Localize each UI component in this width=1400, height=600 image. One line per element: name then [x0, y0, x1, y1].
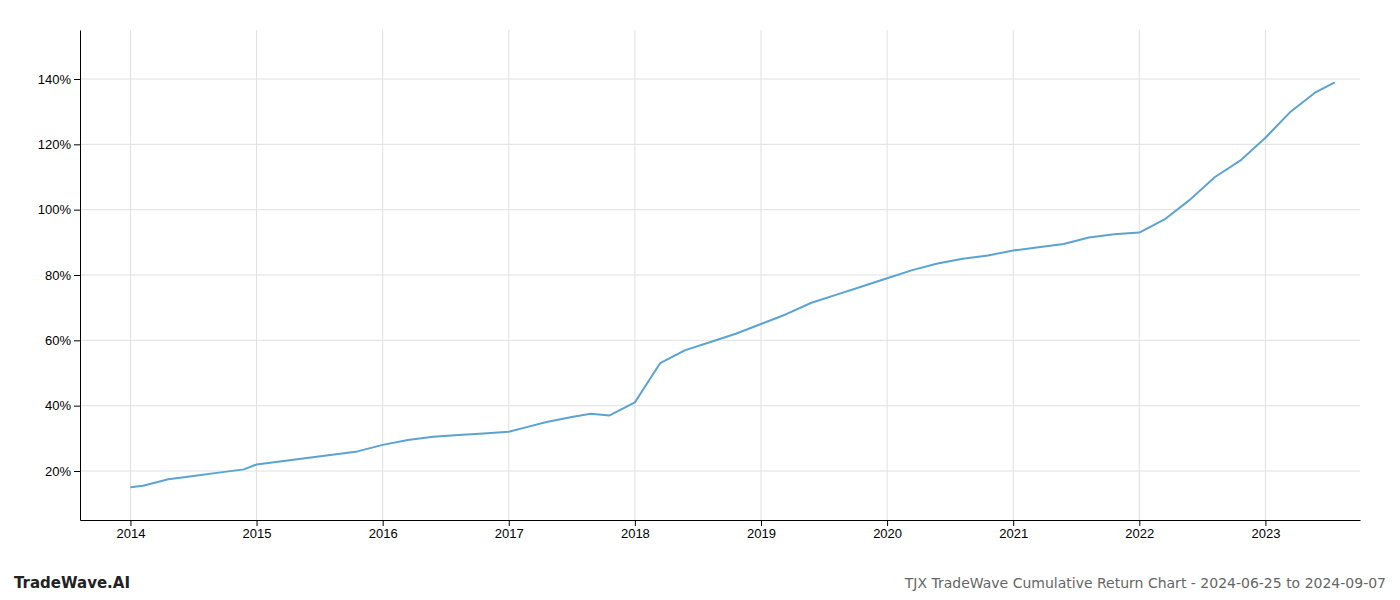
- x-tick-mark: [1013, 520, 1014, 526]
- x-tick-label: 2015: [243, 526, 272, 541]
- x-axis-line: [81, 520, 1361, 521]
- x-tick-mark: [130, 520, 131, 526]
- x-tick-label: 2017: [495, 526, 524, 541]
- y-tick: 20%: [45, 464, 80, 479]
- y-tick: 120%: [38, 137, 80, 152]
- watermark: TradeWave.AI: [14, 574, 130, 592]
- grid: [80, 30, 1360, 520]
- x-tick-mark: [761, 520, 762, 526]
- x-tick: 2019: [747, 520, 776, 541]
- x-tick-mark: [1139, 520, 1140, 526]
- x-tick: 2018: [621, 520, 650, 541]
- x-tick-label: 2023: [1251, 526, 1280, 541]
- y-tick-label: 40%: [45, 398, 71, 413]
- y-tick-mark: [74, 79, 80, 80]
- y-tick-mark: [74, 471, 80, 472]
- x-tick-mark: [509, 520, 510, 526]
- y-tick-mark: [74, 406, 80, 407]
- grid-line-y: [80, 144, 1360, 145]
- x-tick: 2014: [116, 520, 145, 541]
- x-tick-label: 2018: [621, 526, 650, 541]
- y-tick-mark: [74, 210, 80, 211]
- y-tick: 100%: [38, 202, 80, 217]
- grid-line-y: [80, 209, 1360, 210]
- x-tick: 2016: [369, 520, 398, 541]
- grid-line-y: [80, 471, 1360, 472]
- y-tick-label: 140%: [38, 72, 72, 87]
- x-axis: 2014 2015 2016 2017 2018 2019 2020 2021 2022 2023: [81, 520, 1361, 541]
- x-tick-mark: [635, 520, 636, 526]
- title: TJX TradeWave Cumulative Return Chart - …: [904, 575, 1386, 591]
- x-tick: 2023: [1251, 520, 1280, 541]
- x-tick: 2015: [243, 520, 272, 541]
- y-tick-label: 120%: [38, 137, 72, 152]
- x-tick: 2022: [1125, 520, 1154, 541]
- grid-line-y: [80, 275, 1360, 276]
- chart: 2014 2015 2016 2017 2018 2019 2020 2021 2022 2023…: [0, 0, 1400, 600]
- grid-line-y: [80, 79, 1360, 80]
- y-axis: 20% 40% 60% 80% 100% 120% 140%: [38, 31, 81, 521]
- x-tick-mark: [887, 520, 888, 526]
- grid-line-y: [80, 405, 1360, 406]
- x-tick-label: 2022: [1125, 526, 1154, 541]
- grid-line-y: [80, 340, 1360, 341]
- y-tick-mark: [74, 144, 80, 145]
- x-tick-label: 2014: [116, 526, 145, 541]
- y-axis-line: [80, 31, 81, 521]
- y-tick-mark: [74, 275, 80, 276]
- y-tick: 80%: [45, 268, 80, 283]
- y-tick-mark: [74, 340, 80, 341]
- series: [130, 82, 1334, 487]
- x-tick-mark: [1265, 520, 1266, 526]
- y-tick-label: 60%: [45, 333, 71, 348]
- y-tick-label: 20%: [45, 464, 71, 479]
- x-tick-label: 2019: [747, 526, 776, 541]
- y-tick: 140%: [38, 72, 80, 87]
- y-tick: 40%: [45, 398, 80, 413]
- plot: 2014 2015 2016 2017 2018 2019 2020 2021 2022 2023…: [38, 30, 1361, 541]
- x-tick-mark: [257, 520, 258, 526]
- line: [130, 82, 1334, 487]
- y-tick-label: 80%: [45, 268, 71, 283]
- x-tick: 2020: [873, 520, 902, 541]
- x-tick-label: 2016: [369, 526, 398, 541]
- x-tick-label: 2020: [873, 526, 902, 541]
- y-tick: 60%: [45, 333, 80, 348]
- x-tick-label: 2021: [999, 526, 1028, 541]
- x-tick: 2017: [495, 520, 524, 541]
- x-tick-mark: [383, 520, 384, 526]
- y-tick-label: 100%: [38, 202, 72, 217]
- x-tick: 2021: [999, 520, 1028, 541]
